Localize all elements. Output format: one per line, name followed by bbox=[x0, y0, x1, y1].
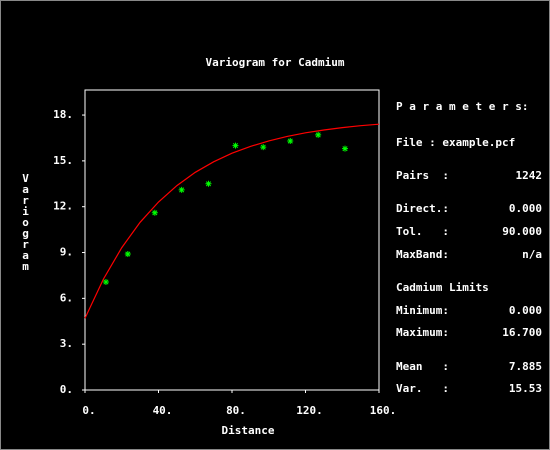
panel-value: 0.000 bbox=[509, 304, 542, 317]
point bbox=[124, 251, 131, 258]
x-axis-label: Distance bbox=[222, 424, 275, 437]
panel-value: 90.000 bbox=[502, 225, 542, 238]
model-curve bbox=[84, 123, 380, 319]
point bbox=[205, 180, 212, 187]
x-tick-label: 160. bbox=[370, 404, 397, 417]
panel-value: n/a bbox=[522, 248, 542, 261]
point bbox=[151, 209, 158, 216]
y-tick-label: 0. bbox=[60, 383, 73, 396]
panel-value: 0.000 bbox=[509, 202, 542, 215]
panel-value: 7.885 bbox=[509, 360, 542, 373]
panel-label: Minimum: bbox=[396, 304, 449, 317]
chart-title: Variogram for Cadmium bbox=[205, 56, 344, 69]
point bbox=[260, 144, 267, 151]
y-tick-label: 15. bbox=[53, 154, 73, 167]
point bbox=[178, 186, 185, 193]
y-tick-label: 9. bbox=[60, 246, 73, 259]
panel-value: 16.700 bbox=[502, 326, 542, 339]
x-tick-label: 40. bbox=[153, 404, 173, 417]
y-tick-label: 6. bbox=[60, 291, 73, 304]
panel-value: 1242 bbox=[516, 169, 543, 182]
panel-heading: P a r a m e t e r s: bbox=[396, 100, 528, 113]
panel-label: File : example.pcf bbox=[396, 136, 515, 149]
panel-label: Tol. : bbox=[396, 225, 449, 238]
x-tick-label: 80. bbox=[226, 404, 246, 417]
panel-label: MaxBand: bbox=[396, 248, 449, 261]
x-tick-label: 0. bbox=[82, 404, 95, 417]
panel-value: 15.53 bbox=[509, 382, 542, 395]
point bbox=[102, 279, 109, 286]
point bbox=[342, 145, 349, 152]
point bbox=[287, 138, 294, 145]
point bbox=[232, 142, 239, 149]
y-tick-label: 18. bbox=[53, 108, 73, 121]
panel-label: Mean : bbox=[396, 360, 449, 373]
y-tick-label: 3. bbox=[60, 337, 73, 350]
y-axis-label: Variogram bbox=[19, 172, 32, 271]
panel-label: Direct.: bbox=[396, 202, 449, 215]
panel-label: Cadmium Limits bbox=[396, 281, 489, 294]
y-tick-label: 12. bbox=[53, 200, 73, 213]
panel-label: Maximum: bbox=[396, 326, 449, 339]
point bbox=[315, 131, 322, 138]
panel-label: Pairs : bbox=[396, 169, 449, 182]
panel-label: Var. : bbox=[396, 382, 449, 395]
x-tick-label: 120. bbox=[296, 404, 323, 417]
